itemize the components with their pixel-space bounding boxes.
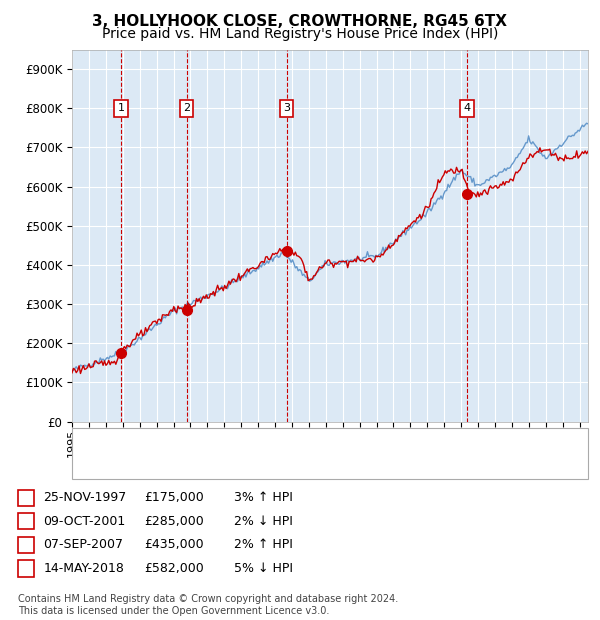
- Text: HPI: Average price, detached house, Wokingham: HPI: Average price, detached house, Woki…: [124, 458, 412, 471]
- Text: Price paid vs. HM Land Registry's House Price Index (HPI): Price paid vs. HM Land Registry's House …: [102, 27, 498, 41]
- Text: 07-SEP-2007: 07-SEP-2007: [43, 539, 123, 551]
- Text: 14-MAY-2018: 14-MAY-2018: [43, 562, 124, 575]
- Text: 3, HOLLYHOOK CLOSE, CROWTHORNE, RG45 6TX: 3, HOLLYHOOK CLOSE, CROWTHORNE, RG45 6TX: [92, 14, 508, 29]
- Text: 2: 2: [22, 515, 29, 528]
- Text: £435,000: £435,000: [144, 539, 203, 551]
- Text: 5% ↓ HPI: 5% ↓ HPI: [234, 562, 293, 575]
- Text: 3: 3: [22, 539, 29, 551]
- Text: 3% ↑ HPI: 3% ↑ HPI: [234, 492, 293, 504]
- Text: 09-OCT-2001: 09-OCT-2001: [43, 515, 125, 528]
- Text: 1: 1: [22, 492, 29, 504]
- Text: Contains HM Land Registry data © Crown copyright and database right 2024.
This d: Contains HM Land Registry data © Crown c…: [18, 595, 398, 616]
- Text: 2% ↑ HPI: 2% ↑ HPI: [234, 539, 293, 551]
- Text: 2: 2: [183, 104, 190, 113]
- Text: £582,000: £582,000: [144, 562, 204, 575]
- Text: £175,000: £175,000: [144, 492, 204, 504]
- Text: 3: 3: [283, 104, 290, 113]
- Text: 1: 1: [118, 104, 125, 113]
- Text: 4: 4: [464, 104, 471, 113]
- Text: 25-NOV-1997: 25-NOV-1997: [43, 492, 127, 504]
- Text: 4: 4: [22, 562, 29, 575]
- Text: 3, HOLLYHOOK CLOSE, CROWTHORNE, RG45 6TX (detached house): 3, HOLLYHOOK CLOSE, CROWTHORNE, RG45 6TX…: [124, 435, 521, 448]
- Text: 2% ↓ HPI: 2% ↓ HPI: [234, 515, 293, 528]
- Text: £285,000: £285,000: [144, 515, 204, 528]
